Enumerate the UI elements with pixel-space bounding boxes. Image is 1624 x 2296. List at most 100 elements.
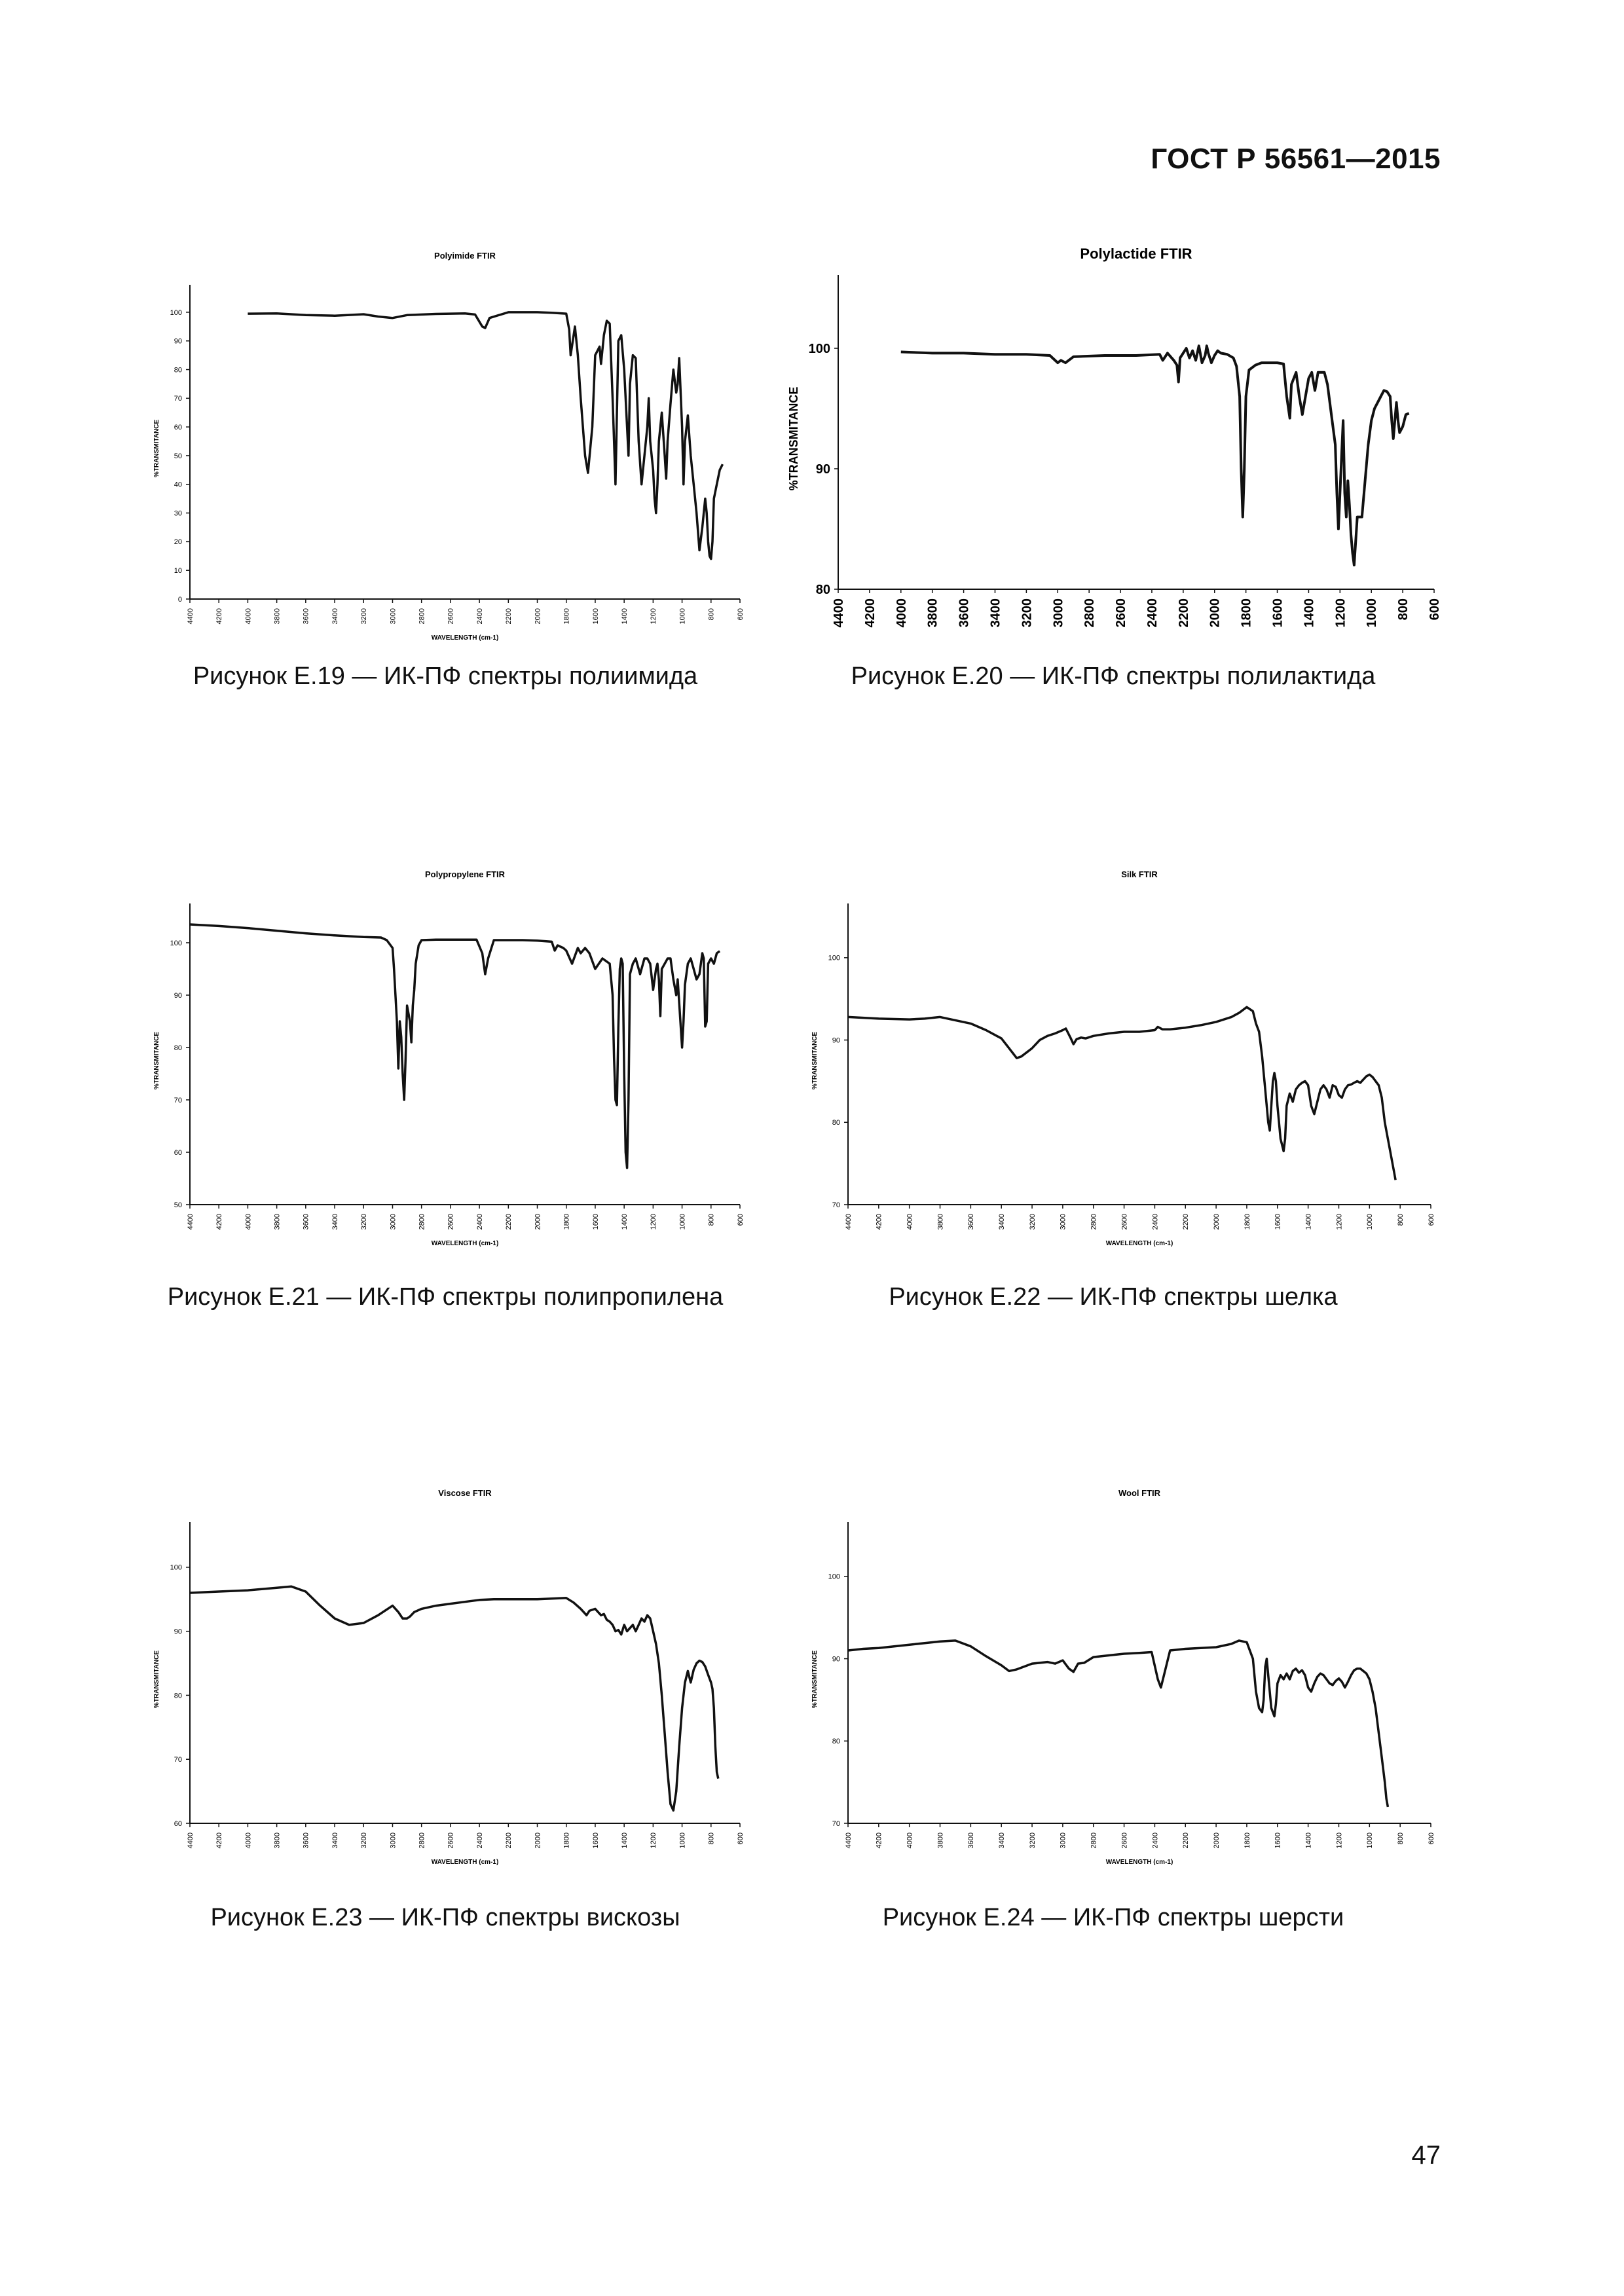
x-axis-label: WAVELENGTH (cm-1)	[432, 1859, 499, 1866]
x-axis-label: WAVELENGTH (cm-1)	[1106, 1240, 1173, 1247]
x-tick-label: 3000	[1060, 1832, 1067, 1848]
x-tick-label: 2400	[1151, 1214, 1159, 1230]
x-tick-label: 4200	[215, 1214, 223, 1230]
y-tick-label: 90	[174, 1628, 182, 1636]
chart-title: Polypropylene FTIR	[425, 869, 506, 879]
x-tick-label: 2000	[534, 1214, 542, 1230]
x-tick-label: 3800	[926, 598, 940, 628]
x-tick-label: 2200	[1182, 1832, 1190, 1848]
y-tick-label: 0	[178, 596, 182, 604]
x-tick-label: 4400	[187, 608, 194, 624]
x-tick-label: 3600	[303, 1214, 310, 1230]
y-tick-label: 70	[174, 1756, 182, 1764]
series-line	[847, 1639, 1390, 1808]
x-tick-label: 2600	[1120, 1832, 1128, 1848]
x-tick-label: 3400	[331, 1832, 339, 1848]
y-tick-label: 80	[832, 1119, 840, 1127]
series-line	[189, 1585, 720, 1812]
x-tick-label: 600	[737, 1832, 745, 1844]
x-axis-label: WAVELENGTH (cm-1)	[432, 1240, 499, 1247]
x-tick-label: 3800	[273, 1832, 281, 1848]
x-tick-label: 1600	[592, 1214, 600, 1230]
y-tick-label: 100	[170, 309, 182, 317]
x-tick-label: 3600	[967, 1832, 975, 1848]
chart-polylactide: Polylactide FTIR 80 90 100 4400 4200 4000 3800 3…	[786, 246, 1442, 795]
y-tick-label: 50	[174, 452, 182, 460]
x-tick-label: 4200	[863, 598, 877, 628]
x-tick-label: 2400	[476, 1832, 484, 1848]
x-tick-label: 4200	[215, 1832, 223, 1848]
y-tick-label: 50	[174, 1201, 182, 1209]
chart-svg: Wool FTIR 70 80 90 100 4400 4200 4000 3800 3600 34…	[811, 1488, 1435, 1866]
x-tick-label: 1800	[1244, 1832, 1251, 1848]
x-tick-label: 2000	[534, 1832, 542, 1848]
x-tick-label: 600	[737, 608, 745, 620]
x-tick-label: 3200	[360, 1832, 368, 1848]
x-tick-label: 2800	[1090, 1832, 1098, 1848]
x-tick-label: 800	[1396, 598, 1411, 620]
x-tick-label: 4200	[215, 608, 223, 624]
y-tick-label: 20	[174, 538, 182, 546]
x-tick-label: 3400	[998, 1214, 1006, 1230]
x-tick-label: 2000	[534, 608, 542, 624]
x-tick-label: 1600	[1274, 1832, 1282, 1848]
page-number: 47	[1411, 2141, 1441, 2170]
x-tick-label: 2200	[505, 1214, 513, 1230]
x-tick-label: 3400	[998, 1832, 1006, 1848]
x-tick-label: 3200	[1020, 598, 1034, 628]
x-tick-label: 2600	[447, 608, 455, 624]
x-tick-label: 600	[737, 1214, 745, 1226]
y-axis-label: %TRANSMITANCE	[787, 387, 800, 491]
x-tick-label: 3200	[360, 608, 368, 624]
chart-title: Viscose FTIR	[438, 1488, 492, 1498]
x-tick-label: 3600	[303, 1832, 310, 1848]
x-tick-label: 1600	[592, 1832, 600, 1848]
x-tick-label: 1600	[1274, 1214, 1282, 1230]
x-tick-label: 1000	[678, 608, 686, 624]
x-tick-label: 1400	[1302, 598, 1316, 628]
x-tick-label: 2000	[1213, 1214, 1221, 1230]
chart-polypropylene: Polypropylene FTIR 50 60 70 80 90 100 4400 4200 4…	[138, 864, 753, 1414]
x-tick-label: 1000	[678, 1214, 686, 1230]
x-tick-label: 600	[1428, 1214, 1435, 1226]
chart-title: Polylactide FTIR	[1080, 246, 1192, 262]
y-axis-label: %TRANSMITANCE	[153, 1650, 160, 1708]
figure-caption: Рисунок Е.21 — ИК-ПФ спектры полипропиле…	[167, 1283, 724, 1311]
x-tick-label: 3400	[988, 598, 1003, 628]
x-tick-label: 1200	[1335, 1214, 1343, 1230]
y-tick-label: 60	[174, 424, 182, 431]
x-tick-label: 1200	[650, 1832, 657, 1848]
x-tick-label: 4400	[845, 1214, 853, 1230]
x-tick-label: 1000	[1365, 598, 1379, 628]
x-tick-label: 3800	[936, 1832, 944, 1848]
chart-title: Polyimide FTIR	[434, 251, 496, 261]
y-tick-label: 70	[832, 1201, 840, 1209]
x-tick-label: 2400	[1145, 598, 1160, 628]
x-tick-label: 4000	[906, 1832, 914, 1848]
x-tick-label: 2000	[1213, 1832, 1221, 1848]
y-tick-label: 80	[174, 366, 182, 374]
x-tick-label: 3400	[331, 1214, 339, 1230]
series-line	[900, 344, 1410, 567]
x-tick-label: 600	[1428, 1832, 1435, 1844]
x-tick-label: 800	[708, 1832, 716, 1844]
standard-header: ГОСТ Р 56561—2015	[1151, 143, 1441, 175]
x-tick-label: 800	[1397, 1832, 1405, 1844]
x-tick-label: 3400	[331, 608, 339, 624]
y-tick-label: 100	[170, 939, 182, 947]
x-tick-label: 2400	[476, 608, 484, 624]
x-tick-label: 4400	[187, 1214, 194, 1230]
y-tick-label: 90	[832, 1655, 840, 1663]
y-tick-label: 90	[174, 338, 182, 346]
x-tick-label: 1400	[1304, 1832, 1312, 1848]
y-tick-label: 80	[816, 583, 830, 597]
y-tick-label: 100	[170, 1564, 182, 1572]
x-tick-label: 4000	[895, 598, 909, 628]
x-tick-label: 4400	[187, 1832, 194, 1848]
y-tick-label: 30	[174, 509, 182, 517]
x-tick-label: 1800	[563, 608, 571, 624]
x-tick-label: 3000	[1060, 1214, 1067, 1230]
x-tick-label: 600	[1428, 598, 1442, 620]
x-tick-label: 800	[1397, 1214, 1405, 1226]
y-tick-label: 100	[809, 342, 830, 356]
